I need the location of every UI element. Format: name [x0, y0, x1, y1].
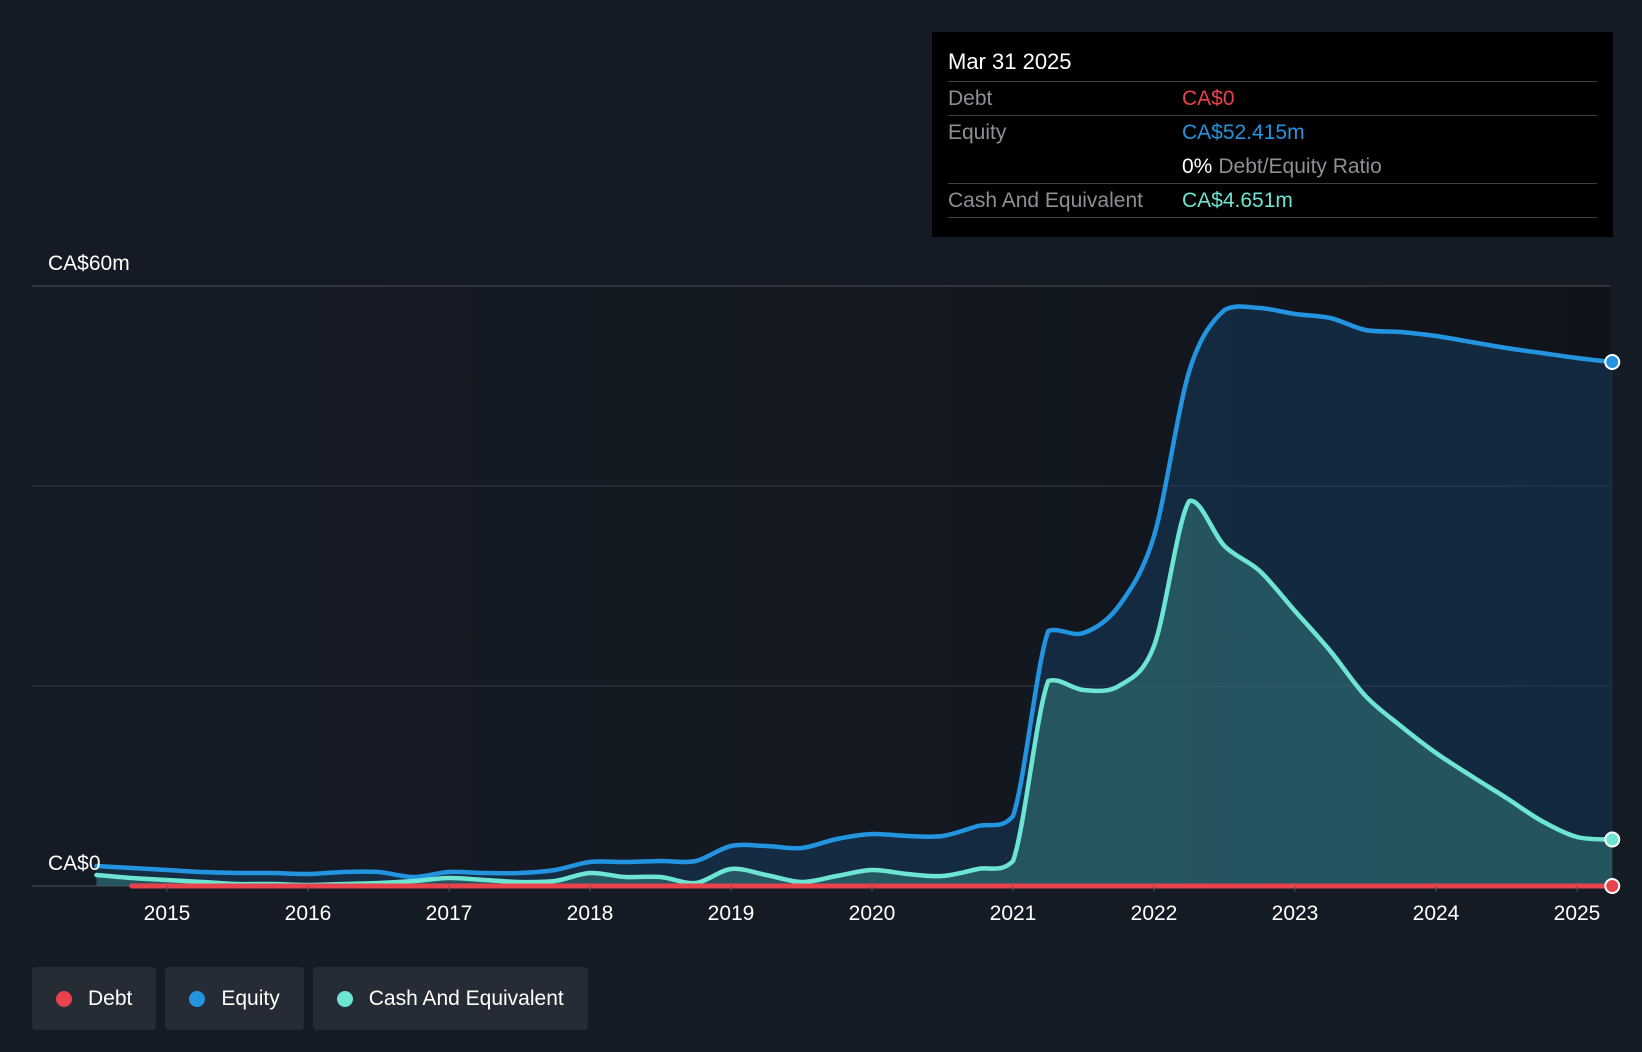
tooltip-cash-label: Cash And Equivalent	[948, 189, 1143, 212]
x-tick-label: 2018	[567, 902, 614, 925]
tooltip-ratio-label: Debt/Equity Ratio	[1218, 155, 1382, 178]
x-tick-label: 2020	[849, 902, 896, 925]
legend-dot-equity	[189, 990, 206, 1007]
tooltip-equity-row: Equity CA$52.415m	[948, 116, 1597, 150]
tooltip-ratio-row: 0% Debt/Equity Ratio	[948, 150, 1597, 184]
legend-item-debt[interactable]: Debt	[32, 967, 157, 1030]
legend-item-cash[interactable]: Cash And Equivalent	[312, 967, 588, 1030]
cash-and-equivalent-area	[96, 500, 1613, 886]
legend-label-debt: Debt	[88, 986, 133, 1010]
equity-end-point	[1604, 354, 1621, 370]
x-tick-label: 2015	[144, 902, 191, 925]
tooltip-cash-row: Cash And Equivalent CA$4.651m	[948, 184, 1597, 218]
area-fills	[96, 306, 1613, 886]
x-tick-label: 2023	[1272, 902, 1319, 925]
legend-dot-debt	[56, 990, 72, 1007]
tooltip-ratio: 0% Debt/Equity Ratio	[1182, 150, 1597, 183]
chart-tooltip: Mar 31 2025 Debt CA$0 Equity CA$52.415m …	[932, 32, 1613, 237]
tooltip-debt-label: Debt	[948, 87, 993, 110]
tooltip-equity-value: CA$52.415m	[1182, 121, 1305, 144]
x-tick-label: 2016	[285, 902, 332, 925]
chart-legend: Debt Equity Cash And Equivalent	[32, 967, 588, 1030]
x-tick-label: 2025	[1554, 902, 1601, 925]
x-axis-ticks: 2015 2016 2017 2018 2019 2020 2021 2022 2023 2024…	[144, 886, 1601, 925]
cash-and-equivalent-end-point	[1604, 831, 1621, 848]
tooltip-equity-label: Equity	[948, 121, 1007, 144]
x-tick-label: 2019	[708, 902, 755, 925]
tooltip-ratio-value: 0%	[1182, 155, 1213, 178]
tooltip-date: Mar 31 2025	[948, 46, 1597, 82]
y-axis-label-min: CA$0	[48, 852, 101, 875]
legend-item-equity[interactable]: Equity	[165, 967, 304, 1030]
tooltip-ratio-spacer	[948, 150, 1182, 183]
x-tick-label: 2021	[990, 902, 1037, 925]
debt-end-point	[1604, 878, 1621, 894]
legend-label-equity: Equity	[221, 986, 280, 1010]
x-tick-label: 2017	[426, 902, 473, 925]
end-markers	[1604, 354, 1621, 894]
tooltip-cash-value: CA$4.651m	[1182, 189, 1293, 212]
equity-line	[94, 304, 1615, 880]
y-axis-label-max: CA$60m	[48, 252, 130, 275]
x-tick-label: 2024	[1413, 902, 1460, 925]
equity-area	[96, 306, 1613, 886]
x-tick-label: 2022	[1131, 902, 1178, 925]
tooltip-debt-value: CA$0	[1182, 87, 1235, 110]
legend-dot-cash	[336, 990, 353, 1007]
legend-label-cash: Cash And Equivalent	[368, 986, 564, 1010]
tooltip-debt-row: Debt CA$0	[948, 82, 1597, 116]
